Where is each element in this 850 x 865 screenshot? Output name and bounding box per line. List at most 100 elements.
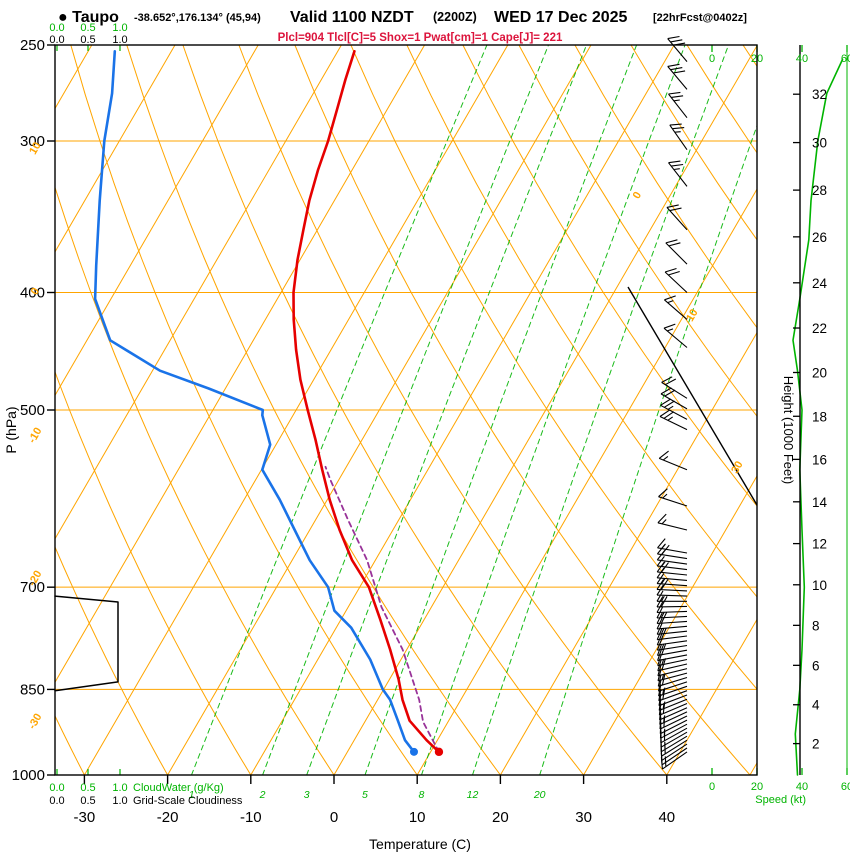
- dry-adiabat-line: [182, 45, 585, 775]
- boundary-diagonal-line: [627, 286, 758, 506]
- height-axis-title: Height (1000 Feet): [781, 376, 796, 484]
- speed-tick-label-bottom: 60: [841, 781, 850, 793]
- wind-barb: [658, 701, 688, 716]
- cloudiness-scale-label-top: 0.0: [49, 34, 64, 46]
- mixing-ratio-line: [539, 124, 757, 775]
- wind-barb: [668, 160, 688, 187]
- height-tick-label: 24: [812, 276, 828, 291]
- cloudwater-scale-label-top: 0.0: [49, 22, 64, 34]
- height-tick-label: 12: [812, 537, 827, 552]
- cloudiness-profile-line: [54, 595, 119, 692]
- wind-barb-column: [656, 35, 688, 770]
- dry-adiabat-line: [350, 45, 757, 690]
- isotherm-inner-label: 10: [684, 307, 701, 324]
- isotherm-line: [83, 45, 509, 775]
- parcel-curve: [324, 465, 440, 753]
- pressure-tick-label: 1000: [12, 767, 45, 784]
- mixing-ratio-label: 8: [419, 789, 425, 801]
- cloudiness-scale-label-bottom: 1.0: [112, 795, 127, 807]
- wind-barb: [657, 658, 688, 672]
- wind-barb: [660, 727, 688, 744]
- speed-tick-label-bottom: 40: [796, 781, 808, 793]
- height-tick-label: 2: [812, 737, 820, 752]
- isotherm-line: [55, 45, 342, 540]
- wind-barb: [656, 596, 688, 608]
- wind-barb: [658, 687, 688, 702]
- pressure-tick-label: 850: [20, 681, 45, 698]
- isotherm-line: [416, 188, 757, 775]
- dewpoint-curve: [93, 49, 416, 754]
- wind-barb: [658, 488, 688, 507]
- wind-barb: [667, 35, 688, 62]
- wind-barb: [666, 204, 688, 231]
- wind-barb: [657, 513, 688, 531]
- wind-barb: [656, 612, 688, 625]
- height-tick-label: 26: [812, 230, 827, 245]
- dry-adiabat-line: [55, 370, 252, 775]
- station-name: ● Taupo: [58, 9, 119, 26]
- wind-barb: [668, 91, 688, 119]
- cloudwater-scale-label-bottom: 1.0: [112, 782, 127, 794]
- cloudiness-scale-label-top: 0.5: [80, 34, 95, 46]
- sounding-curves: [93, 49, 444, 757]
- isotherm-line: [167, 45, 592, 775]
- wind-barb: [656, 544, 688, 560]
- temperature-tick-label: -10: [240, 809, 262, 826]
- temperature-axis-title: Temperature (C): [369, 836, 471, 852]
- mixing-ratio-label: 1: [189, 789, 195, 801]
- mixing-ratio-label: 2: [259, 789, 266, 801]
- wind-barb: [656, 550, 688, 565]
- wind-barb: [657, 654, 688, 667]
- isotherm-line: [55, 45, 176, 253]
- temperature-tick-label: 0: [330, 809, 338, 826]
- isotherm-line: [55, 45, 426, 684]
- sounding-indices: Plcl=904 Tlcl[C]=5 Shox=1 Pwat[cm]=1 Cap…: [278, 32, 563, 44]
- height-tick-label: 14: [812, 495, 828, 510]
- height-tick-label: 8: [812, 618, 820, 633]
- wind-barb: [656, 601, 688, 614]
- cloudwater-scale-label-bottom: 0.5: [80, 782, 95, 794]
- isotherm-line: [333, 45, 757, 775]
- mixing-ratio-line: [421, 45, 686, 775]
- wind-barb: [657, 669, 688, 682]
- height-tick-label: 6: [812, 658, 820, 673]
- wind-barb: [656, 590, 687, 602]
- cloudwater-axis-title: CloudWater (g/Kg): [133, 782, 224, 794]
- wind-barb: [656, 623, 688, 635]
- wind-barb: [656, 584, 688, 597]
- speed-axis-title: Speed (kt): [755, 794, 806, 806]
- dry-adiabat-line: [55, 185, 335, 775]
- mixing-ratio-line: [472, 45, 729, 775]
- isotherm-edge-label: 10: [27, 140, 44, 157]
- pressure-axis-title: P (hPa): [3, 406, 19, 453]
- mixing-ratio-label: 3: [304, 789, 310, 801]
- dry-adiabat-line: [462, 45, 757, 507]
- speed-tick-label-bottom: 20: [751, 781, 763, 793]
- valid-zulu: (2200Z): [433, 10, 477, 24]
- cloudiness-scale-label-bottom: 0.0: [49, 795, 64, 807]
- isotherm-inner-label: 30: [729, 459, 746, 476]
- surface-temperature-dot: [434, 747, 444, 757]
- height-tick-label: 18: [812, 409, 827, 424]
- dry-adiabat-line: [238, 45, 668, 775]
- pressure-tick-label: 500: [20, 402, 45, 419]
- height-tick-label: 16: [812, 452, 827, 467]
- forecast-tag: [22hrFcst@0402z]: [653, 12, 747, 24]
- wind-barb: [658, 450, 688, 471]
- pressure-tick-label: 300: [20, 133, 45, 150]
- dry-adiabat-line: [70, 45, 418, 775]
- isotherm-line: [666, 618, 757, 775]
- wind-barb: [656, 573, 688, 587]
- wind-barb: [657, 673, 688, 687]
- height-tick-label: 22: [812, 321, 827, 336]
- cloudwater-scale-label-top: 1.0: [112, 22, 127, 34]
- isotherm-line: [55, 45, 259, 397]
- cloudiness-scale-label-bottom: 0.5: [80, 795, 95, 807]
- cloudwater-scale-label-top: 0.5: [80, 22, 95, 34]
- mixing-ratio-line: [262, 45, 549, 775]
- wind-barb: [657, 538, 688, 554]
- isotherm-line: [250, 45, 675, 775]
- mixing-ratio-label: 12: [467, 789, 479, 801]
